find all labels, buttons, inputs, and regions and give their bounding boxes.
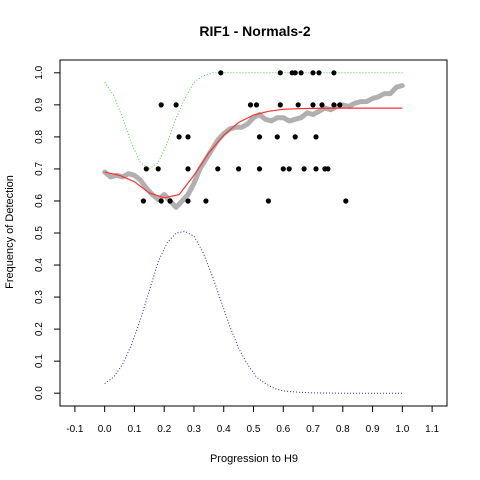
data-point: [247, 102, 254, 108]
data-point: [265, 198, 271, 204]
data-point: [218, 70, 224, 76]
data-point: [319, 102, 325, 108]
x-tick-label: 1.0: [395, 424, 409, 435]
y-tick-label: 0.2: [34, 322, 45, 336]
data-point: [343, 198, 349, 204]
data-point: [292, 134, 298, 140]
data-point: [292, 70, 298, 76]
data-point: [295, 102, 301, 108]
data-point: [143, 166, 149, 172]
x-tick-label: 0.5: [247, 424, 261, 435]
x-tick-label: 0.4: [217, 424, 231, 435]
data-point: [316, 70, 322, 76]
data-point: [173, 102, 179, 108]
data-point: [313, 134, 319, 140]
x-axis-label: Progression to H9: [210, 453, 298, 465]
y-tick-label: 0.9: [34, 97, 45, 111]
x-tick-label: 0.0: [98, 424, 112, 435]
plot-frame: [59, 59, 448, 407]
data-point: [253, 102, 260, 108]
y-axis: 0.0 0.1 0.2 0.3 0.4 0.5 0.6 0.7 0.8 0.9 1.0: [34, 65, 60, 400]
data-point: [215, 166, 221, 172]
x-tick-label: 0.1: [127, 424, 141, 435]
data-point: [167, 198, 173, 204]
data-point: [337, 102, 343, 108]
data-point: [286, 166, 292, 172]
data-point: [158, 198, 164, 204]
data-point: [277, 70, 283, 76]
y-tick-label: 0.8: [34, 130, 45, 144]
data-point: [176, 134, 182, 140]
data-point: [158, 102, 164, 108]
y-tick-label: 0.6: [34, 194, 45, 208]
x-tick-label: 0.3: [187, 424, 201, 435]
data-point: [185, 134, 191, 140]
data-point: [236, 166, 242, 172]
y-tick-label: 0.5: [34, 226, 45, 240]
data-point: [155, 166, 161, 172]
y-tick-label: 0.7: [34, 162, 45, 176]
x-tick-label: 1.1: [425, 424, 439, 435]
data-point: [310, 102, 316, 108]
y-tick-label: 0.4: [34, 258, 45, 272]
data-point: [313, 166, 319, 172]
data-point: [203, 198, 209, 204]
x-axis: -0.1 0.0 0.1 0.2 0.3 0.4 0.5 0.6 0.7 0.8 0.9 1.0 1.1: [66, 406, 440, 435]
data-point: [301, 166, 307, 172]
data-point: [185, 166, 191, 172]
x-tick-label: 0.9: [366, 424, 380, 435]
data-point: [277, 102, 283, 108]
y-axis-label: Frequency of Detection: [4, 175, 16, 289]
x-tick-label: 0.7: [306, 424, 320, 435]
y-tick-label: 1.0: [34, 65, 45, 79]
data-point: [331, 102, 337, 108]
y-tick-label: 0.1: [34, 354, 45, 368]
data-point: [298, 70, 304, 76]
data-point: [331, 70, 337, 76]
y-tick-label: 0.0: [34, 386, 45, 400]
data-point: [310, 70, 316, 76]
x-tick-label: -0.1: [66, 424, 84, 435]
moving-average-curve: [102, 83, 405, 210]
density-curve: [104, 230, 403, 394]
data-point: [256, 134, 263, 140]
x-tick-label: 0.2: [157, 424, 171, 435]
y-tick-label: 0.3: [34, 290, 45, 304]
data-point: [256, 166, 263, 172]
data-point: [274, 134, 280, 140]
data-point: [325, 166, 331, 172]
chart-title: RIF1 - Normals-2: [199, 23, 310, 39]
data-point: [280, 166, 286, 172]
x-tick-label: 0.6: [276, 424, 290, 435]
x-tick-label: 0.8: [336, 424, 350, 435]
data-point: [185, 198, 191, 204]
plot-area: [102, 70, 405, 394]
fit-curve: [104, 107, 403, 199]
data-point: [140, 198, 146, 204]
